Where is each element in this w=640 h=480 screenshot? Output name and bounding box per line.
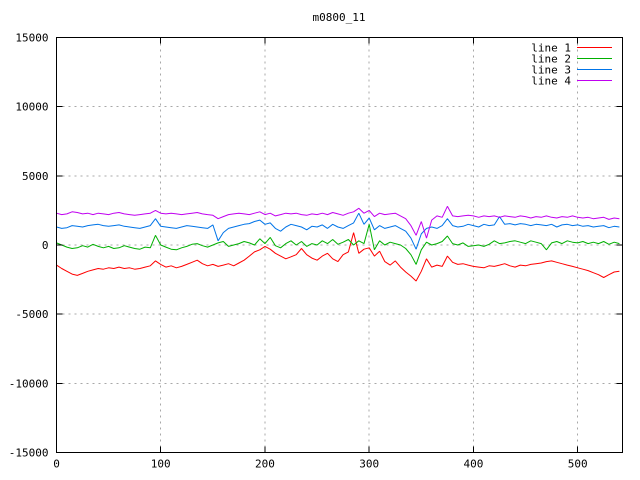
series-layer: [56, 206, 620, 282]
series-line-3: [56, 212, 620, 250]
grid-layer: [56, 37, 623, 453]
series-line-1: [56, 232, 620, 282]
x-tick-label: 0: [53, 458, 60, 471]
y-tick-label: -15000: [9, 447, 49, 460]
legend-label: line 3: [531, 64, 571, 77]
y-tick-label: -10000: [9, 377, 49, 390]
y-tick-label: 10000: [15, 101, 48, 114]
chart-title: m0800_11: [313, 11, 366, 24]
y-tick-label: 5000: [22, 170, 49, 183]
axis-layer: -15000 -10000 -5000 0 5000 10000 15000 0 100 200 3…: [9, 32, 623, 471]
x-tick-label: 100: [151, 458, 171, 471]
x-tick-label: 200: [255, 458, 275, 471]
series-line-2: [56, 224, 620, 265]
legend-label: line 4: [531, 75, 571, 88]
x-tick-label: 400: [464, 458, 484, 471]
legend-label: line 1: [531, 42, 571, 55]
x-tick-label: 300: [359, 458, 379, 471]
legend-label: line 2: [531, 53, 571, 66]
y-tick-label: 15000: [15, 32, 48, 45]
y-tick-label: -5000: [15, 308, 48, 321]
y-tick-label: 0: [42, 239, 49, 252]
x-tick-label: 500: [568, 458, 588, 471]
series-line-4: [56, 206, 620, 239]
